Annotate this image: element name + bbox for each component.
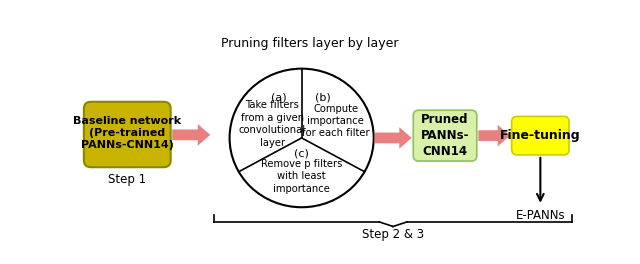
Text: (b): (b) [316,93,332,103]
Text: E-PANNs: E-PANNs [516,209,565,222]
Text: Step 2 & 3: Step 2 & 3 [362,228,424,241]
FancyBboxPatch shape [84,102,171,167]
Text: Baseline network
(Pre-trained
PANNs-CNN14): Baseline network (Pre-trained PANNs-CNN1… [73,116,181,150]
FancyBboxPatch shape [413,110,477,161]
Text: (c): (c) [294,148,309,158]
Text: Compute
importance
for each filter: Compute importance for each filter [302,103,369,138]
Text: (a): (a) [271,93,286,103]
Text: Remove p filters
with least
importance: Remove p filters with least importance [261,159,342,194]
Polygon shape [172,124,210,146]
Text: Take filters
from a given
convolutional
layer: Take filters from a given convolutional … [239,101,306,148]
Text: Pruned
PANNs-
CNN14: Pruned PANNs- CNN14 [420,113,469,158]
FancyBboxPatch shape [511,116,569,155]
Polygon shape [374,127,412,149]
Text: Pruning filters layer by layer: Pruning filters layer by layer [221,37,398,50]
Text: Fine-tuning: Fine-tuning [500,129,580,142]
Text: Step 1: Step 1 [108,173,147,186]
Polygon shape [478,125,510,147]
Ellipse shape [230,69,374,207]
